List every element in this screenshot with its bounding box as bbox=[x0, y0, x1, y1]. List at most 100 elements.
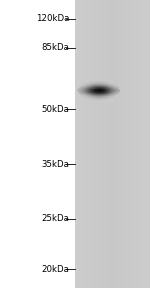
Bar bbox=[102, 88, 103, 89]
Bar bbox=[109, 96, 110, 97]
Bar bbox=[88, 98, 89, 99]
Bar bbox=[92, 87, 93, 88]
Bar bbox=[96, 83, 97, 84]
Bar bbox=[77, 90, 78, 91]
Bar bbox=[102, 100, 103, 101]
Bar bbox=[108, 97, 109, 98]
Bar bbox=[95, 98, 96, 99]
Bar bbox=[112, 100, 113, 101]
Bar bbox=[89, 79, 90, 80]
Bar bbox=[98, 96, 99, 97]
Bar bbox=[80, 87, 81, 88]
Bar bbox=[83, 93, 84, 94]
Bar bbox=[103, 94, 104, 95]
Bar bbox=[102, 93, 104, 94]
Bar bbox=[112, 81, 113, 82]
Bar bbox=[115, 84, 116, 85]
Bar bbox=[97, 88, 98, 89]
Bar bbox=[113, 84, 114, 85]
Bar bbox=[94, 95, 95, 96]
Bar bbox=[107, 100, 108, 101]
Bar bbox=[78, 89, 80, 90]
Bar bbox=[114, 87, 115, 88]
Bar bbox=[101, 85, 102, 86]
Bar bbox=[101, 79, 102, 80]
Bar bbox=[113, 87, 115, 88]
Bar bbox=[92, 99, 93, 100]
Bar bbox=[89, 84, 90, 85]
Bar bbox=[83, 83, 84, 84]
Bar bbox=[91, 89, 92, 90]
Bar bbox=[107, 91, 108, 92]
Bar bbox=[108, 80, 109, 81]
Bar bbox=[84, 98, 85, 99]
Bar bbox=[95, 95, 96, 96]
Bar bbox=[99, 92, 100, 93]
Bar bbox=[97, 100, 98, 101]
Bar bbox=[101, 97, 102, 98]
Bar bbox=[99, 86, 100, 87]
Bar bbox=[96, 90, 98, 91]
Bar bbox=[112, 80, 113, 81]
Bar bbox=[91, 100, 92, 101]
Bar bbox=[114, 86, 116, 87]
Bar bbox=[95, 94, 96, 95]
Bar bbox=[92, 79, 93, 80]
Bar bbox=[98, 90, 99, 91]
Bar bbox=[92, 94, 93, 95]
Bar bbox=[97, 84, 98, 85]
Bar bbox=[115, 94, 116, 95]
Bar bbox=[87, 95, 88, 96]
Bar bbox=[87, 93, 88, 94]
Bar bbox=[112, 91, 114, 92]
Bar bbox=[113, 83, 114, 84]
Bar bbox=[101, 89, 102, 90]
Bar bbox=[113, 86, 114, 87]
Bar bbox=[84, 79, 85, 80]
Bar bbox=[96, 84, 97, 85]
Bar bbox=[94, 86, 95, 87]
Bar bbox=[89, 90, 90, 91]
Bar bbox=[100, 87, 102, 88]
Bar bbox=[99, 97, 100, 98]
Bar bbox=[102, 81, 103, 82]
Bar bbox=[109, 98, 110, 99]
Bar bbox=[109, 97, 110, 98]
Bar bbox=[88, 86, 89, 87]
Bar bbox=[93, 88, 94, 89]
Bar bbox=[104, 92, 105, 93]
Bar bbox=[97, 92, 98, 93]
Bar bbox=[117, 88, 118, 89]
Bar bbox=[82, 88, 83, 89]
Bar bbox=[89, 94, 90, 95]
Bar bbox=[90, 87, 91, 88]
Bar bbox=[92, 89, 93, 90]
Text: 120kDa: 120kDa bbox=[36, 14, 69, 23]
Bar bbox=[102, 85, 103, 86]
Bar bbox=[88, 86, 89, 87]
Bar bbox=[111, 81, 112, 82]
Bar bbox=[85, 87, 86, 88]
Bar bbox=[97, 97, 98, 98]
Bar bbox=[82, 94, 83, 95]
Bar bbox=[89, 84, 90, 85]
Bar bbox=[80, 86, 81, 87]
Bar bbox=[112, 85, 113, 86]
Bar bbox=[90, 94, 91, 95]
Bar bbox=[100, 88, 101, 89]
Bar bbox=[116, 87, 117, 88]
Bar bbox=[116, 90, 117, 91]
Bar bbox=[112, 92, 113, 93]
Bar bbox=[89, 84, 90, 85]
Bar bbox=[85, 92, 86, 93]
Bar bbox=[107, 85, 108, 86]
Bar bbox=[111, 86, 112, 87]
Bar bbox=[95, 92, 96, 93]
Bar bbox=[104, 79, 105, 80]
Bar bbox=[111, 92, 112, 93]
Bar bbox=[105, 97, 106, 98]
Bar bbox=[85, 83, 86, 84]
Bar bbox=[83, 92, 84, 93]
Bar bbox=[85, 79, 86, 80]
Bar bbox=[102, 89, 103, 90]
